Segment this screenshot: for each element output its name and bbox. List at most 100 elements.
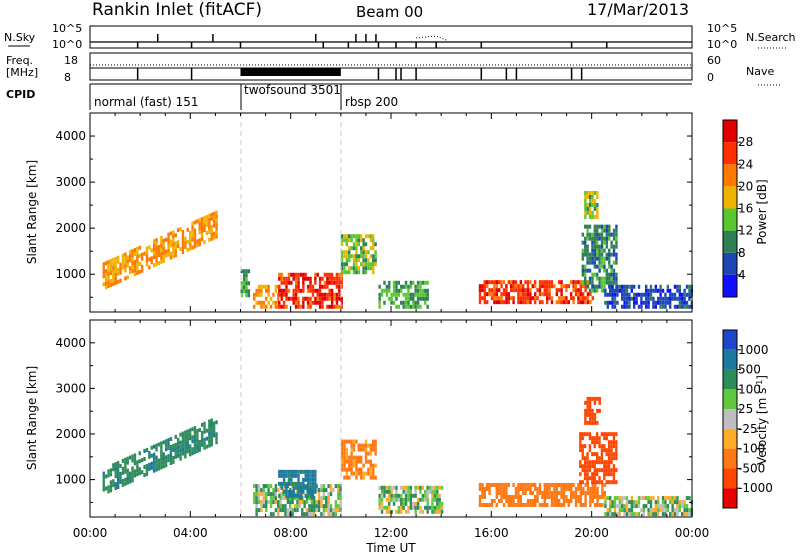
- velocity-cell: [581, 456, 584, 461]
- velocity-cell: [481, 490, 484, 495]
- power-cell: [196, 239, 199, 244]
- velocity-cell: [145, 463, 149, 468]
- velocity-cell: [605, 464, 608, 469]
- power-cell: [616, 292, 619, 297]
- velocity-cell: [186, 437, 189, 442]
- power-cell: [681, 300, 684, 305]
- power-cell: [203, 228, 206, 233]
- power-cell: [131, 265, 134, 270]
- power-cell: [292, 296, 295, 301]
- power-cell: [242, 269, 246, 274]
- power-cell: [416, 300, 420, 305]
- velocity-cell: [119, 479, 122, 484]
- power-cell: [569, 296, 573, 301]
- velocity-cell: [577, 486, 580, 491]
- velocity-cell: [685, 508, 689, 513]
- power-cell: [374, 258, 377, 263]
- velocity-cell: [500, 482, 503, 487]
- velocity-cell: [593, 400, 597, 405]
- power-cell: [157, 249, 161, 254]
- velocity-cell: [500, 498, 503, 503]
- velocity-cell: [164, 443, 168, 448]
- power-cell: [593, 260, 597, 265]
- power-cell: [397, 304, 401, 309]
- power-cell: [133, 268, 137, 273]
- velocity-cell: [591, 498, 594, 503]
- power-cell: [335, 304, 339, 309]
- power-cell: [526, 284, 530, 289]
- power-cell: [367, 234, 370, 239]
- velocity-cell: [605, 436, 608, 441]
- power-cell: [526, 288, 530, 293]
- power-cell: [605, 256, 609, 261]
- power-cell: [612, 228, 616, 233]
- power-cell: [545, 296, 549, 301]
- velocity-cell: [495, 494, 498, 499]
- velocity-cell: [255, 488, 258, 493]
- velocity-cell: [109, 488, 113, 493]
- power-cell: [545, 292, 549, 297]
- power-cell: [572, 280, 575, 285]
- velocity-cell: [500, 494, 503, 499]
- velocity-cell: [198, 443, 201, 448]
- power-cell: [584, 190, 587, 195]
- power-cell: [584, 210, 587, 215]
- velocity-cell: [505, 498, 508, 503]
- velocity-cell: [339, 504, 342, 509]
- velocity-cell: [591, 408, 594, 413]
- velocity-cell: [550, 502, 554, 507]
- power-cell: [613, 304, 617, 309]
- velocity-cell: [574, 494, 578, 499]
- power-cell: [215, 230, 218, 235]
- velocity-cell: [290, 481, 293, 486]
- power-cell: [604, 288, 607, 293]
- velocity-cell: [306, 481, 310, 486]
- velocity-cell: [272, 496, 275, 501]
- power-cell: [596, 272, 599, 277]
- velocity-cell: [671, 496, 674, 501]
- power-cell: [274, 300, 278, 305]
- velocity-cell: [208, 427, 211, 432]
- power-cell: [186, 247, 189, 252]
- velocity-cell: [669, 496, 672, 501]
- velocity-cell: [605, 432, 608, 437]
- velocity-cell: [548, 482, 551, 487]
- velocity-cell: [260, 492, 263, 497]
- velocity-cell: [269, 492, 273, 497]
- power-cell: [628, 296, 631, 301]
- power-cell: [257, 284, 261, 289]
- power-cell: [505, 300, 508, 305]
- velocity-cell: [287, 473, 291, 478]
- velocity-cell: [586, 482, 590, 487]
- power-cell: [294, 276, 298, 281]
- power-cell: [107, 272, 110, 277]
- velocity-cell: [579, 448, 582, 453]
- power-cell: [328, 288, 331, 293]
- power-cell: [541, 280, 544, 285]
- velocity-cell: [301, 508, 304, 513]
- power-cell: [618, 284, 622, 289]
- velocity-cell: [613, 504, 617, 509]
- power-cell: [500, 300, 503, 305]
- power-cell: [683, 288, 686, 293]
- velocity-cell: [145, 447, 149, 452]
- velocity-cell: [683, 512, 686, 517]
- power-cell: [584, 288, 587, 293]
- velocity-cell: [414, 505, 417, 510]
- power-cell: [635, 296, 638, 301]
- power-cell: [640, 292, 643, 297]
- power-cell: [352, 242, 356, 247]
- velocity-cell: [609, 500, 612, 505]
- velocity-cell: [350, 459, 353, 464]
- power-cell: [374, 250, 377, 255]
- power-cell: [613, 300, 617, 305]
- power-cell: [191, 245, 194, 250]
- power-cell: [591, 252, 594, 257]
- velocity-cell: [673, 512, 677, 517]
- power-cell: [136, 266, 139, 271]
- velocity-cell: [610, 448, 613, 453]
- velocity-cell: [541, 494, 544, 499]
- velocity-cell: [538, 486, 542, 491]
- power-cell: [179, 227, 182, 232]
- velocity-cell: [334, 500, 338, 505]
